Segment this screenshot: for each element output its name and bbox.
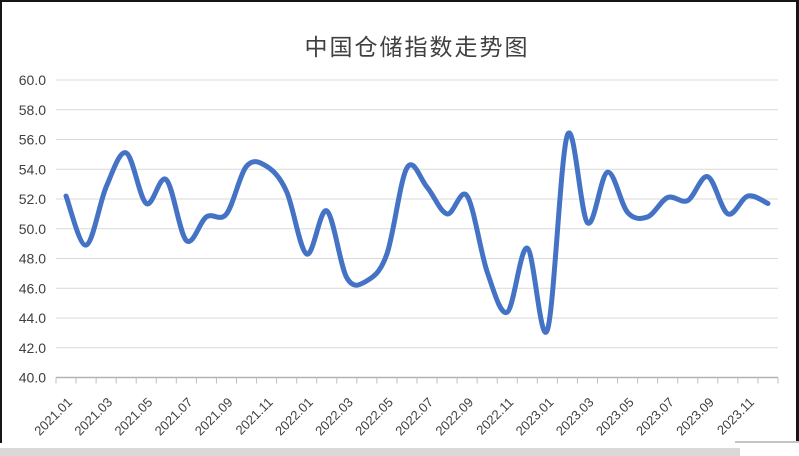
x-axis-label: 2022.05 (352, 395, 396, 439)
frame-border-top (0, 0, 799, 2)
x-axis-label: 2023.07 (633, 395, 677, 439)
y-axis-label: 44.0 (19, 310, 46, 326)
x-axis-label: 2022.01 (272, 395, 316, 439)
y-axis-label: 48.0 (19, 251, 46, 267)
x-axis-label: 2021.01 (31, 395, 75, 439)
y-axis-label: 58.0 (19, 102, 46, 118)
x-axis-label: 2022.07 (392, 395, 436, 439)
frame-border-right (796, 0, 799, 443)
x-axis-label: 2023.01 (513, 395, 557, 439)
y-axis-label: 60.0 (19, 72, 46, 88)
page-bottom-strip (0, 448, 740, 456)
x-axis-label: 2022.03 (312, 395, 356, 439)
x-axis-label: 2021.11 (233, 395, 276, 438)
chart-title: 中国仓储指数走势图 (304, 35, 530, 60)
x-axis-label: 2021.07 (152, 395, 196, 439)
x-axis-label: 2021.09 (192, 395, 236, 439)
y-axis-label: 46.0 (19, 280, 46, 296)
x-axis-label: 2022.09 (432, 395, 476, 439)
x-axis-label: 2023.03 (553, 395, 597, 439)
y-axis-label: 54.0 (19, 161, 46, 177)
x-axis-label: 2023.05 (593, 395, 637, 439)
y-axis-label: 56.0 (19, 132, 46, 148)
x-axis-label: 2022.11 (473, 395, 516, 438)
x-axis-label: 2023.09 (673, 395, 717, 439)
x-axis-label: 2023.11 (714, 395, 757, 438)
y-axis-label: 52.0 (19, 191, 46, 207)
x-axis-label: 2021.03 (71, 395, 115, 439)
y-axis-label: 40.0 (19, 370, 46, 386)
index-trend-line (63, 130, 771, 335)
y-axis-label: 42.0 (19, 340, 46, 356)
page-divider-line (735, 441, 799, 443)
y-axis-label: 50.0 (19, 221, 46, 237)
frame-border-left (0, 0, 2, 443)
x-axis-label: 2021.05 (112, 395, 156, 439)
